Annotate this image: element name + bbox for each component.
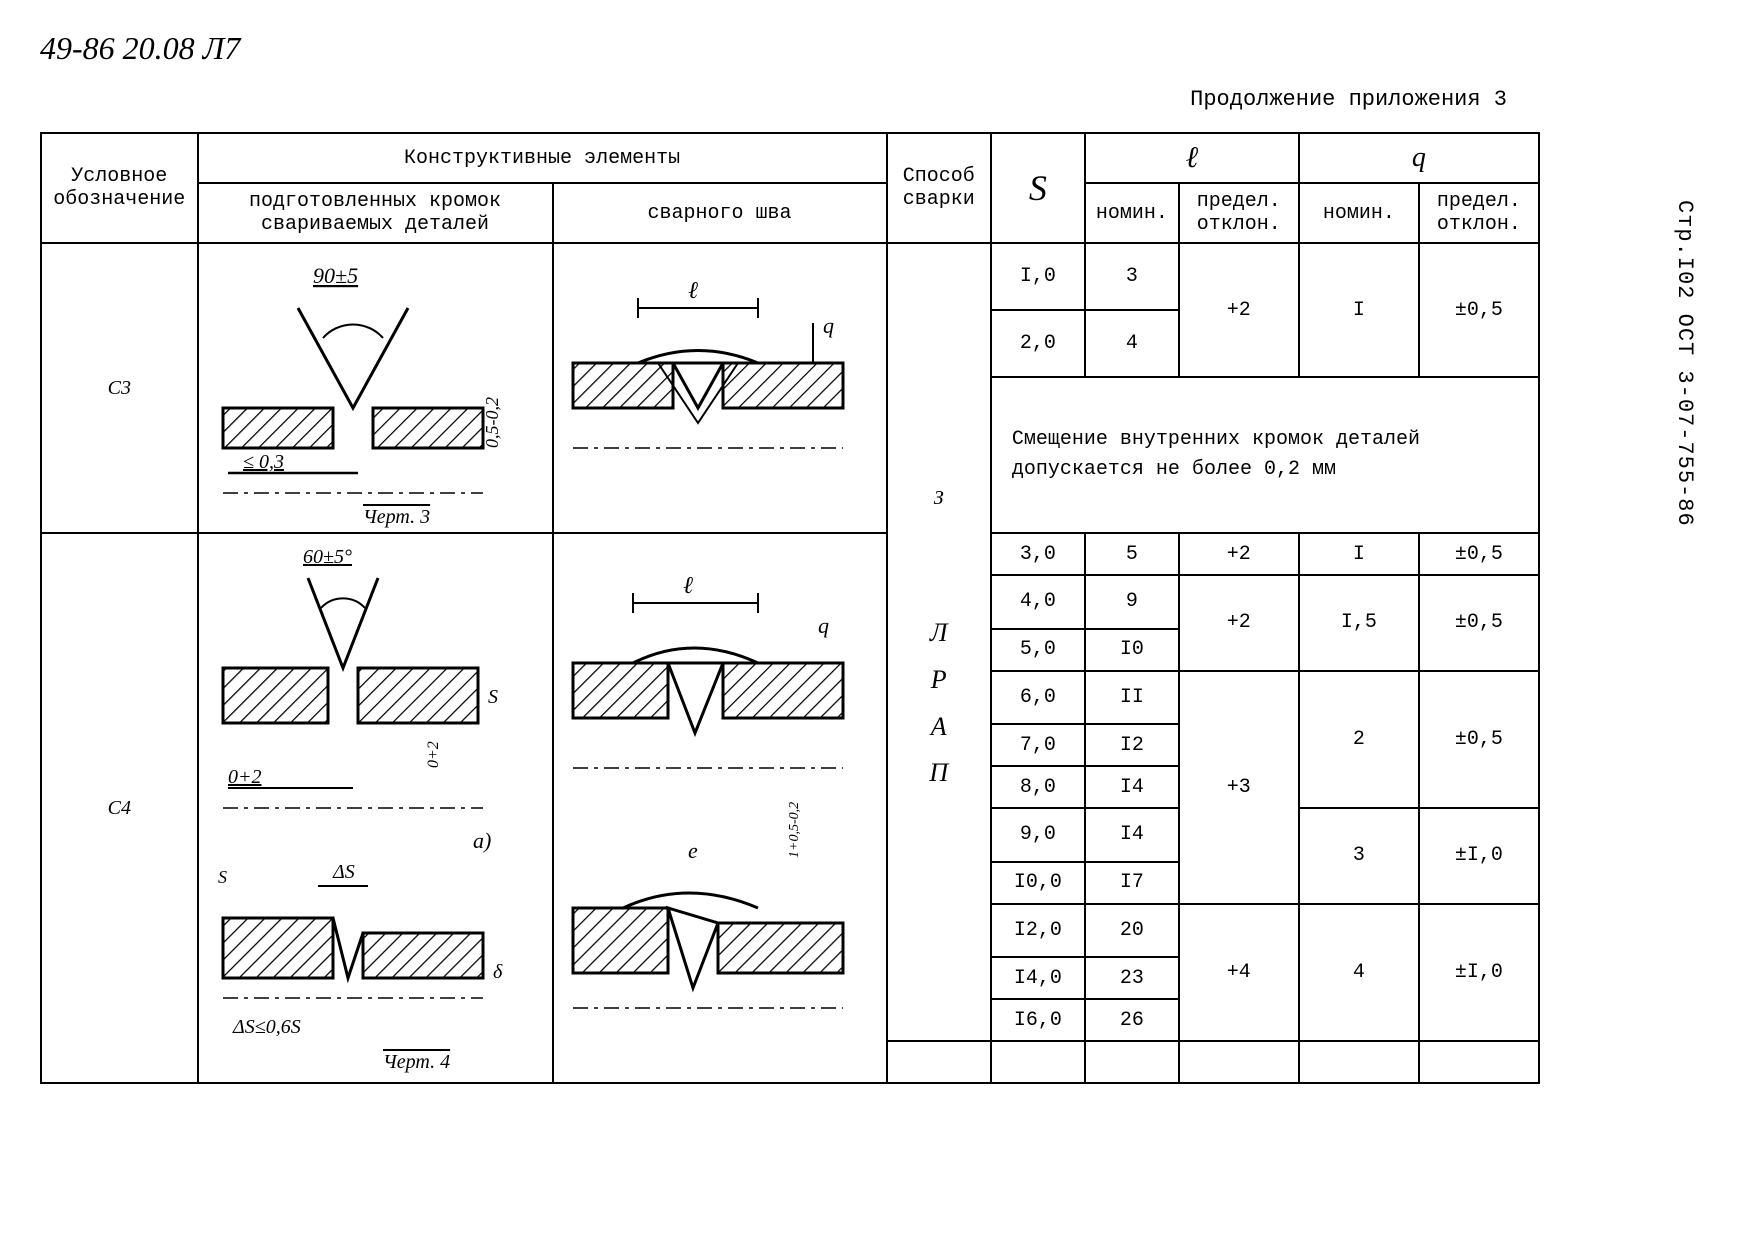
table-cell: +4 [1179, 904, 1299, 1042]
header-l-nom: номин. [1085, 183, 1179, 243]
table-cell: I6,0 [991, 999, 1085, 1041]
table-cell [887, 1041, 991, 1083]
svg-text:1+0,5-0,2: 1+0,5-0,2 [787, 802, 802, 858]
c3-edge-diagram: 90±5 ≤ 0,3 0,5-0,2 Черт. 3 [198, 243, 553, 533]
c4-designation: С4 [41, 533, 198, 1083]
svg-text:Черт. 4: Черт. 4 [383, 1051, 450, 1073]
table-cell [1085, 1041, 1179, 1083]
c3-lnom-1: 3 [1085, 243, 1179, 310]
c3-designation: С3 [41, 243, 198, 533]
table-cell: 6,0 [991, 671, 1085, 725]
svg-text:e: e [688, 838, 698, 863]
table-cell: I7 [1085, 862, 1179, 904]
svg-text:60±5°: 60±5° [303, 546, 352, 568]
svg-text:S: S [218, 867, 227, 887]
table-cell: I,5 [1299, 575, 1419, 671]
table-cell: +2 [1179, 575, 1299, 671]
table-cell: 5,0 [991, 629, 1085, 671]
table-cell: ±0,5 [1419, 671, 1539, 809]
table-cell [991, 1041, 1085, 1083]
table-cell: +3 [1179, 671, 1299, 904]
table-cell: I2 [1085, 724, 1179, 766]
c4-weld-diagram: ℓ q e 1+0,5-0,2 [553, 533, 887, 1083]
table-cell: I4 [1085, 808, 1179, 862]
continuation-header: Продолжение приложения 3 [40, 87, 1507, 112]
header-q-dev: предел. отклон. [1419, 183, 1539, 243]
table-cell: I4 [1085, 766, 1179, 808]
table-cell: 9,0 [991, 808, 1085, 862]
table-cell: 23 [1085, 957, 1179, 999]
table-cell: I2,0 [991, 904, 1085, 958]
standards-table: Условное обозначение Конструктивные элем… [40, 132, 1540, 1084]
table-cell [1299, 1041, 1419, 1083]
c3-s-1: I,0 [991, 243, 1085, 310]
table-cell: ±0,5 [1419, 533, 1539, 575]
c3-s-2: 2,0 [991, 310, 1085, 377]
table-cell: 3 [1299, 808, 1419, 904]
svg-text:0+2: 0+2 [425, 741, 442, 768]
svg-text:90±5: 90±5 [313, 263, 358, 288]
svg-text:0+2: 0+2 [228, 766, 262, 788]
table-cell: ±I,0 [1419, 808, 1539, 904]
table-cell: 5 [1085, 533, 1179, 575]
table-cell: +2 [1179, 533, 1299, 575]
svg-text:S: S [488, 686, 498, 708]
header-edges: подготовленных кромок свариваемых детале… [198, 183, 553, 243]
table-cell: II [1085, 671, 1179, 725]
header-l: ℓ [1085, 133, 1299, 183]
table-cell: 2 [1299, 671, 1419, 809]
c4-edge-diagram: 60±5° S 0+2 0+2 а) ΔS S δ ΔS [198, 533, 553, 1083]
header-weld: сварного шва [553, 183, 887, 243]
svg-text:а): а) [473, 828, 491, 853]
table-cell: 9 [1085, 575, 1179, 629]
c3-ldev: +2 [1179, 243, 1299, 377]
svg-text:ΔS≤0,6S: ΔS≤0,6S [232, 1016, 301, 1038]
table-cell: 20 [1085, 904, 1179, 958]
c3-weld-diagram: ℓ q [553, 243, 887, 533]
table-cell: 8,0 [991, 766, 1085, 808]
table-cell: 4 [1299, 904, 1419, 1042]
header-s: S [991, 133, 1085, 243]
svg-text:≤ 0,3: ≤ 0,3 [243, 451, 284, 473]
table-cell: I0,0 [991, 862, 1085, 904]
svg-text:Черт. 3: Черт. 3 [363, 506, 430, 528]
svg-text:ℓ: ℓ [688, 278, 698, 304]
header-q-nom: номин. [1299, 183, 1419, 243]
header-q: q [1299, 133, 1539, 183]
svg-text:0,5-0,2: 0,5-0,2 [482, 397, 502, 448]
svg-text:q: q [823, 313, 834, 338]
table-cell: I0 [1085, 629, 1179, 671]
header-structural: Конструктивные элементы [198, 133, 887, 183]
svg-text:ΔS: ΔS [332, 861, 355, 883]
table-cell [1179, 1041, 1299, 1083]
c3-note: Смещение внутренних кромок деталей допус… [991, 377, 1539, 533]
page-margin-text: Стр.I02 ОСТ 3-07-755-86 [1672, 200, 1697, 527]
table-cell: 4,0 [991, 575, 1085, 629]
svg-text:δ: δ [493, 961, 503, 983]
header-designation: Условное обозначение [41, 133, 198, 243]
table-cell: 3,0 [991, 533, 1085, 575]
table-cell: I4,0 [991, 957, 1085, 999]
header-l-dev: предел. отклон. [1179, 183, 1299, 243]
table-cell: 7,0 [991, 724, 1085, 766]
welding-method-cell: З ЛРАП [887, 243, 991, 1041]
table-cell: 26 [1085, 999, 1179, 1041]
header-method: Способ сварки [887, 133, 991, 243]
c3-qnom: I [1299, 243, 1419, 377]
table-cell: I [1299, 533, 1419, 575]
c3-qdev: ±0,5 [1419, 243, 1539, 377]
table-cell: ±0,5 [1419, 575, 1539, 671]
svg-text:ℓ: ℓ [683, 573, 693, 599]
svg-text:q: q [818, 613, 829, 638]
table-cell: ±I,0 [1419, 904, 1539, 1042]
c3-lnom-2: 4 [1085, 310, 1179, 377]
handwritten-note: 49-86 20.08 Л7 [40, 30, 1707, 67]
